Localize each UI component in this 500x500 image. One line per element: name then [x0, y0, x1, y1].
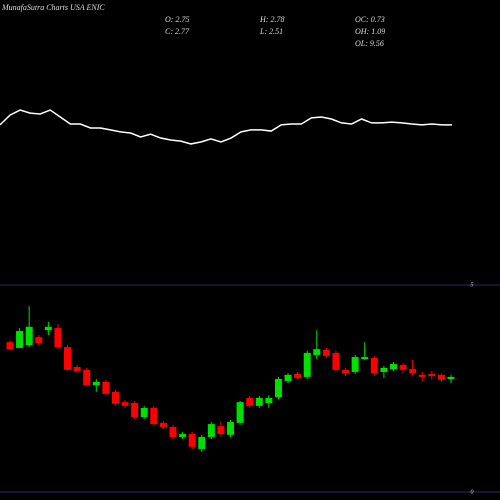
candle-body [207, 424, 215, 437]
candle-body [83, 369, 91, 386]
candle-body [111, 391, 119, 404]
candle-body [64, 347, 72, 370]
candle-body [342, 369, 350, 374]
candle-body [274, 378, 282, 398]
candle-body [313, 349, 321, 355]
candle-body [370, 357, 378, 374]
candle-body [159, 422, 167, 428]
stat: H: 2.78 [259, 15, 284, 24]
candle-body [73, 366, 81, 372]
stat: OL: 9.56 [355, 39, 384, 48]
candle-body [322, 349, 330, 356]
candle-body [294, 374, 302, 379]
y-tick-label: 0 [471, 489, 474, 495]
candle-body [428, 374, 436, 377]
candle-body [6, 342, 14, 350]
candle-body [188, 434, 196, 447]
candle-body [44, 326, 52, 331]
candle-body [418, 374, 426, 377]
candle-body [217, 426, 225, 435]
candle-body [92, 381, 100, 386]
stat: OC: 0.73 [355, 15, 385, 24]
candle-body [150, 407, 158, 425]
candle-body [227, 422, 234, 435]
candle-body [121, 402, 129, 406]
chart-title: MunafaSutra Charts USA ENIC [1, 3, 105, 12]
candle-body [351, 357, 359, 372]
candle-body [284, 374, 292, 382]
line [0, 109, 452, 145]
candle-body [236, 402, 244, 423]
candle-body [35, 337, 43, 343]
candle-body [332, 352, 340, 370]
candle-body [25, 326, 33, 346]
candle-body [399, 364, 407, 370]
candle-body [380, 367, 388, 372]
candle-body [169, 427, 177, 437]
candle-body [409, 369, 417, 374]
stat: O: 2.75 [165, 15, 189, 24]
stat: L: 2.51 [259, 27, 283, 36]
candle-body [265, 398, 273, 403]
candle-body [179, 434, 187, 437]
candle-body [361, 357, 369, 360]
candle-body [255, 398, 263, 406]
candle-body [16, 330, 24, 348]
candle-body [246, 398, 254, 406]
y-tick-label: 5 [471, 282, 474, 288]
candle-body [198, 436, 206, 449]
candle-body [437, 374, 445, 380]
candle-body [102, 381, 110, 394]
candle-body [389, 364, 397, 370]
candle-body [131, 402, 139, 418]
stat: C: 2.77 [165, 27, 190, 36]
candle-body [54, 328, 62, 348]
candle-body [140, 407, 148, 418]
candle-body [303, 352, 311, 377]
candle-body [447, 376, 455, 379]
stat: OH: 1.09 [355, 27, 385, 36]
